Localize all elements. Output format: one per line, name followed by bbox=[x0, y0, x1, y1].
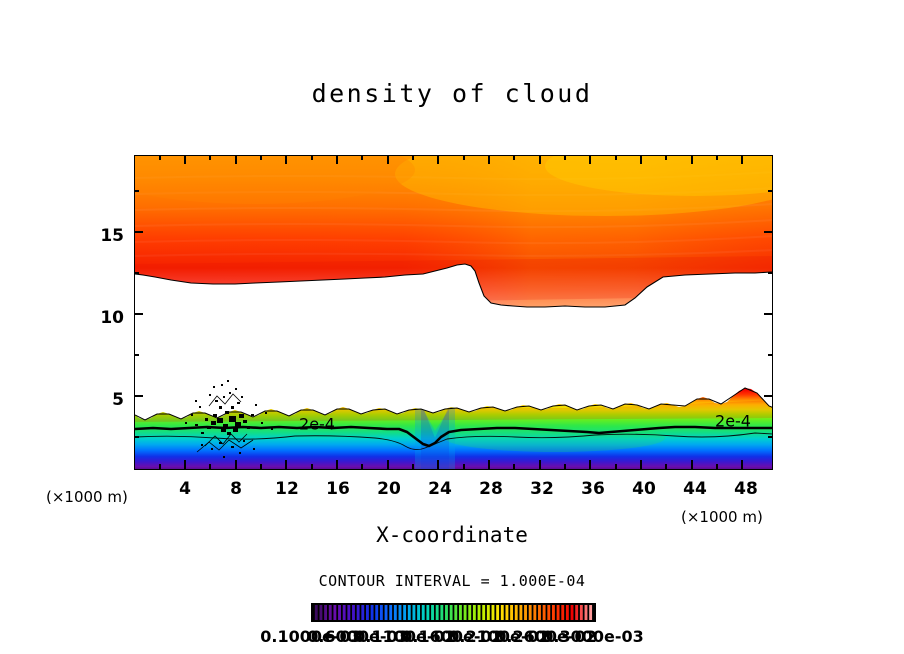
x-unit-note-left: (×1000 m) bbox=[46, 488, 128, 506]
speckle-plume bbox=[185, 380, 273, 458]
colorbar-tick-label: 0.3000e-03 bbox=[542, 627, 644, 646]
contour-label-2e-4-right: 2e-4 bbox=[715, 411, 751, 431]
colorbar-tick-label: 0.1100e-02 bbox=[354, 627, 456, 646]
x-tick-label: 16 bbox=[326, 479, 350, 499]
x-tick-label: 4 bbox=[179, 479, 191, 499]
colorbar-tick-label: 0.1000e-03 bbox=[260, 627, 362, 646]
y-tick-label: 10 bbox=[100, 308, 124, 328]
contour-label-2e-4-left: 2e-4 bbox=[299, 414, 335, 434]
x-axis-title: X-coordinate bbox=[376, 523, 528, 547]
lower-layer-mid-contour bbox=[135, 432, 772, 451]
colorbar-tick-label: 0.1600e-02 bbox=[401, 627, 503, 646]
colorbar-tick-label: 0.2600e-02 bbox=[495, 627, 597, 646]
y-axis-title: Z-coordinate bbox=[0, 160, 2, 312]
x-tick-label: 36 bbox=[581, 479, 605, 499]
colorbar-tick-label: 0.2100e-02 bbox=[448, 627, 550, 646]
colorbar[interactable] bbox=[311, 603, 596, 622]
page-title: density of cloud bbox=[311, 79, 593, 108]
x-tick-label: 32 bbox=[530, 479, 554, 499]
x-tick-label: 8 bbox=[230, 479, 242, 499]
lower-layer-top-contour bbox=[135, 387, 772, 421]
colorbar-swatches bbox=[311, 603, 596, 622]
x-tick-label: 48 bbox=[734, 479, 758, 499]
x-tick-label: 28 bbox=[479, 479, 503, 499]
x-tick-label: 24 bbox=[428, 479, 452, 499]
colorbar-tick-labels: 0.1000e-03 0.6000e-03 0.1100e-02 0.1600e… bbox=[0, 627, 904, 649]
contour-2e-4-line bbox=[135, 425, 772, 448]
contour-svg bbox=[135, 156, 772, 469]
y-tick-label: 15 bbox=[100, 226, 124, 246]
colorbar-caption: CONTOUR INTERVAL = 1.000E-04 bbox=[318, 572, 586, 590]
x-tick-label: 44 bbox=[683, 479, 707, 499]
plot-area bbox=[134, 155, 773, 470]
colorbar-tick-label: 0.6000e-03 bbox=[307, 627, 409, 646]
contour-canvas bbox=[135, 156, 772, 469]
upper-deck-base-contour bbox=[135, 263, 772, 308]
x-tick-label: 40 bbox=[632, 479, 656, 499]
x-unit-note-right: (×1000 m) bbox=[681, 508, 763, 526]
x-tick-label: 12 bbox=[275, 479, 299, 499]
upper-cloud-deck bbox=[135, 156, 772, 307]
y-tick-label: 5 bbox=[112, 390, 124, 410]
x-tick-label: 20 bbox=[377, 479, 401, 499]
